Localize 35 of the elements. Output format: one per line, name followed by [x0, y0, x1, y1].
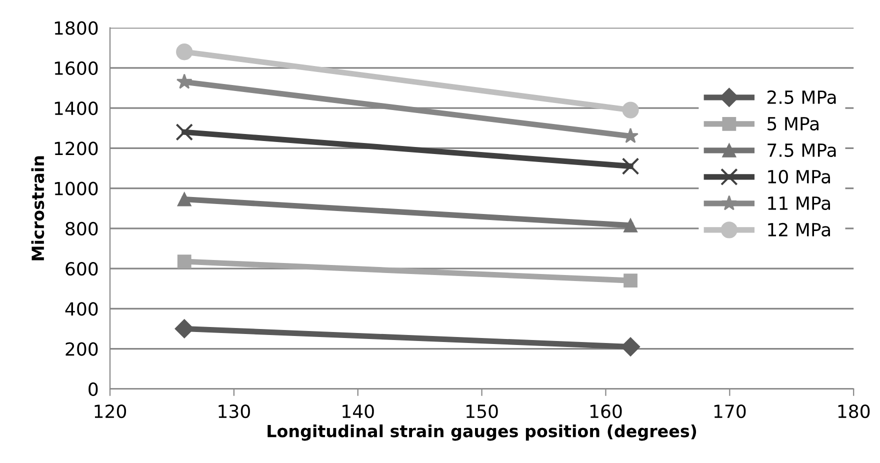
y-tick-label: 200: [66, 342, 98, 356]
legend-label: 5 MPa: [768, 117, 818, 130]
legend-label: 12 MPa: [768, 222, 830, 237]
y-tick-label: 1200: [54, 142, 98, 156]
point: [176, 123, 194, 141]
x-tick-label: 170: [714, 404, 746, 418]
x-tick-label: 160: [590, 404, 622, 418]
point: [177, 192, 192, 206]
legend-label: 7.5 MPa: [768, 144, 836, 157]
x-tick-label: 140: [342, 404, 374, 418]
y-tick-label: 400: [65, 302, 98, 316]
x-tick-label: 120: [94, 404, 126, 418]
point: [176, 44, 193, 60]
x-tick-label: 130: [218, 404, 250, 418]
point: [624, 274, 638, 288]
legend-label: 11 MPa: [768, 196, 830, 210]
point: [174, 319, 194, 338]
y-tick-label: 1800: [54, 21, 98, 35]
y-tick-label: 1600: [54, 61, 98, 76]
x-tick-label: 150: [466, 404, 498, 418]
legend-label: 2.5 MPa: [768, 90, 836, 104]
x-axis-title: Longitudinal strain gauges position (degrees): [268, 424, 696, 441]
y-tick-label: 0: [88, 382, 98, 396]
y-tick-label: 1400: [54, 101, 98, 116]
y-axis-title: Microstrain: [31, 156, 44, 260]
y-tick-label: 1000: [54, 182, 98, 196]
x-tick-label: 180: [838, 404, 870, 418]
point: [622, 102, 639, 118]
y-tick-label: 800: [66, 222, 98, 236]
point: [624, 218, 638, 232]
point: [177, 254, 192, 268]
legend-label: 10 MPa: [768, 170, 830, 184]
point: [622, 158, 640, 175]
point: [176, 74, 192, 89]
y-tick-label: 600: [66, 262, 98, 276]
